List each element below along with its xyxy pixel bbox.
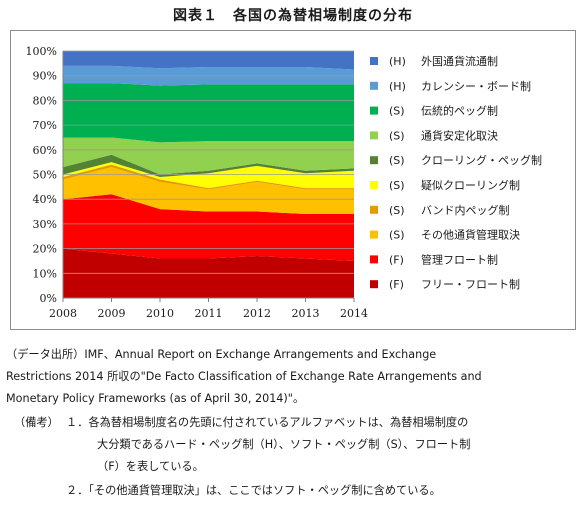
legend-item: (S) 伝統的ペッグ制 <box>370 104 498 118</box>
figure-title: 図表１ 各国の為替相場制度の分布 <box>173 8 413 24</box>
x-tick-label: 2013 <box>292 307 320 320</box>
y-tick-label: 80% <box>33 94 57 107</box>
y-tick-label: 40% <box>33 193 57 206</box>
legend-swatch <box>370 156 378 165</box>
area-series-5 <box>63 154 354 177</box>
legend-swatch <box>370 131 378 140</box>
legend-swatch <box>370 280 378 289</box>
legend-label: 通貨安定化取決 <box>421 128 498 142</box>
source-line-1: （データ出所）IMF、Annual Report on Exchange Arr… <box>6 348 437 361</box>
y-tick-label: 30% <box>33 218 57 231</box>
legend-label: 外国通貨流通制 <box>421 54 498 68</box>
y-axis-tick-labels: 0% 10% 20% 30% 40% 50% 60% 70% 80% 90% 100% <box>26 45 57 305</box>
source-line-2: Restrictions 2014 所収の"De Facto Classific… <box>6 370 482 383</box>
legend-code: (H) <box>389 80 406 93</box>
area-series-7 <box>63 83 354 143</box>
legend-item: (F) 管理フロート制 <box>370 252 498 266</box>
y-tick-label: 50% <box>33 169 57 182</box>
y-tick-label: 100% <box>26 45 57 58</box>
x-tick-label: 2011 <box>195 307 223 320</box>
chart-areas <box>63 51 354 298</box>
legend-code: (F) <box>389 253 404 266</box>
legend-code: (S) <box>389 204 405 217</box>
legend-label: その他通貨管理取決 <box>421 228 520 242</box>
legend-item: (S) 通貨安定化取決 <box>370 128 498 142</box>
legend-label: 伝統的ペッグ制 <box>421 104 498 118</box>
legend-item: (H) カレンシー・ボード制 <box>370 80 531 93</box>
legend-item: (S) バンド内ペッグ制 <box>370 203 510 217</box>
legend-code: (S) <box>389 105 405 118</box>
area-series-1 <box>63 194 354 261</box>
legend-swatch <box>370 205 378 214</box>
legend-swatch <box>370 106 378 115</box>
x-axis-tick-labels: 2008 2009 2010 2011 2012 2013 2014 <box>49 298 368 320</box>
chart-frame: 0% 10% 20% 30% 40% 50% 60% 70% 80% 90% 100% 2008 20… <box>10 30 576 330</box>
x-tick-label: 2012 <box>243 307 271 320</box>
legend-swatch <box>370 57 378 65</box>
x-tick-label: 2014 <box>340 307 368 320</box>
remark-1-line-1: １．各為替相場制度名の先頭に付されているアルファベットは、為替相場制度の <box>66 416 469 429</box>
legend-code: (S) <box>389 179 405 192</box>
stacked-area-chart: 0%10%20%30%40%50%60%70%80%90%100% 2008 20… <box>26 45 542 320</box>
legend-item: (S) 疑似クローリング制 <box>370 178 520 192</box>
legend-label: カレンシー・ボード制 <box>421 80 531 93</box>
legend-item: (F) フリー・フロート制 <box>370 278 520 291</box>
legend-code: (H) <box>389 55 406 68</box>
legend-item: (S) クローリング・ペッグ制 <box>370 153 542 167</box>
remark-1-line-2: 大分類であるハード・ペッグ制（H）、ソフト・ペッグ制（S）、フロート制 <box>97 438 471 451</box>
y-tick-label: 60% <box>33 144 57 157</box>
source-line-3: Monetary Policy Frameworks (as of April … <box>6 392 305 405</box>
legend-code: (S) <box>389 129 405 142</box>
x-tick-label: 2010 <box>146 307 174 320</box>
legend-code: (S) <box>389 229 405 242</box>
legend-label: フリー・フロート制 <box>421 278 520 291</box>
chart-legend: (H) 外国通貨流通制 (H) カレンシー・ボード制 (S) 伝統的ペッグ制 (S) 通貨安定… <box>370 54 542 291</box>
area-series-6 <box>63 137 354 175</box>
legend-item: (H) 外国通貨流通制 <box>370 54 498 68</box>
legend-label: バンド内ペッグ制 <box>421 203 510 217</box>
y-tick-label: 20% <box>33 243 57 256</box>
chart-gridlines <box>63 50 354 274</box>
legend-label: 疑似クローリング制 <box>421 178 520 192</box>
legend-code: (S) <box>389 154 405 167</box>
legend-swatch <box>370 181 378 189</box>
legend-label: クローリング・ペッグ制 <box>421 153 542 167</box>
area-series-2 <box>63 167 354 215</box>
x-tick-label: 2009 <box>98 307 126 320</box>
remark-1-line-3: （F）を表している。 <box>97 460 204 473</box>
legend-swatch <box>370 81 378 90</box>
y-tick-label: 70% <box>33 119 57 132</box>
y-tick-label: 0% <box>40 292 57 305</box>
legend-swatch <box>370 255 378 264</box>
y-tick-label: 90% <box>33 70 57 83</box>
area-series-4 <box>63 162 354 189</box>
legend-label: 管理フロート制 <box>421 252 498 266</box>
remark-2: ２．「その他通貨管理取決」は、ここではソフト・ペッグ制に含めている。 <box>66 484 441 497</box>
y-tick-label: 10% <box>33 267 57 280</box>
legend-swatch <box>370 230 378 239</box>
remarks-label: （備考） <box>14 416 59 429</box>
legend-code: (F) <box>389 278 404 291</box>
area-series-9 <box>63 51 354 70</box>
x-tick-label: 2008 <box>49 307 77 320</box>
legend-item: (S) その他通貨管理取決 <box>370 228 520 242</box>
